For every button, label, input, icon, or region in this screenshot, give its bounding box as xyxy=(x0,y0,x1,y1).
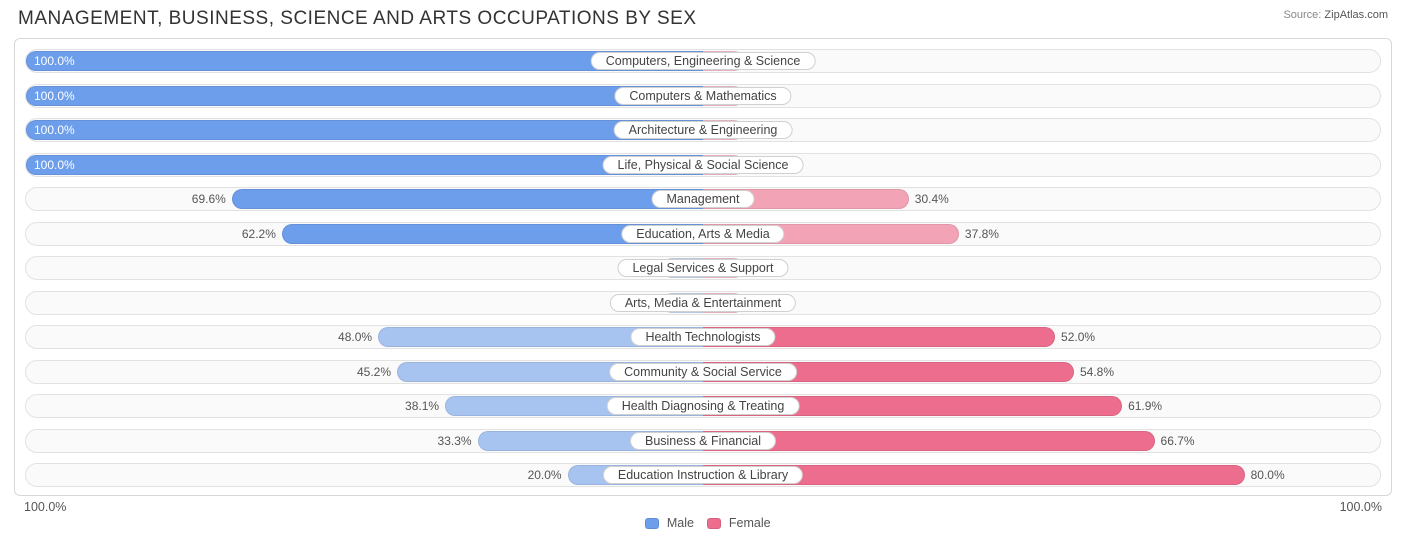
pct-label-male: 62.2% xyxy=(242,227,276,241)
chart-row: 33.3% 66.7% Business & Financial xyxy=(25,429,1381,453)
chart-row: 100.0%0.0%Life, Physical & Social Scienc… xyxy=(25,153,1381,177)
category-pill: Computers, Engineering & Science xyxy=(591,52,816,70)
pct-label-female: 37.8% xyxy=(965,227,999,241)
category-pill: Education, Arts & Media xyxy=(621,225,784,243)
bar-male xyxy=(26,155,703,175)
pct-label-female: 80.0% xyxy=(1251,468,1285,482)
chart-source: Source: ZipAtlas.com xyxy=(1283,8,1388,22)
category-pill: Health Technologists xyxy=(630,328,775,346)
chart-header: MANAGEMENT, BUSINESS, SCIENCE AND ARTS O… xyxy=(0,0,1406,34)
chart-title: MANAGEMENT, BUSINESS, SCIENCE AND ARTS O… xyxy=(18,8,697,30)
chart-axis: 100.0% 100.0% xyxy=(24,500,1382,514)
category-pill: Management xyxy=(652,190,755,208)
bar-male xyxy=(26,120,703,140)
chart-row: 45.2% 54.8% Community & Social Service xyxy=(25,360,1381,384)
pct-label-male: 100.0% xyxy=(34,158,75,172)
chart-row: 0.0%0.0%Legal Services & Support xyxy=(25,256,1381,280)
source-label: Source: xyxy=(1283,9,1321,21)
chart-row: 100.0%0.0%Computers & Mathematics xyxy=(25,84,1381,108)
category-pill: Computers & Mathematics xyxy=(614,87,791,105)
chart-row: 69.6% 30.4% Management xyxy=(25,187,1381,211)
chart-row: 100.0%0.0%Architecture & Engineering xyxy=(25,118,1381,142)
legend-label-female: Female xyxy=(729,516,771,530)
axis-right-label: 100.0% xyxy=(1340,500,1382,514)
pct-label-male: 48.0% xyxy=(338,330,372,344)
chart-row: 0.0%0.0%Arts, Media & Entertainment xyxy=(25,291,1381,315)
chart-row: 20.0% 80.0% Education Instruction & Librar… xyxy=(25,463,1381,487)
chart-plot-area: 100.0%0.0%Computers, Engineering & Scien… xyxy=(14,38,1392,496)
pct-label-male: 69.6% xyxy=(192,192,226,206)
pct-label-female: 61.9% xyxy=(1128,399,1162,413)
category-pill: Arts, Media & Entertainment xyxy=(610,294,796,312)
chart-row: 100.0%0.0%Computers, Engineering & Scien… xyxy=(25,49,1381,73)
category-pill: Health Diagnosing & Treating xyxy=(607,397,800,415)
category-pill: Community & Social Service xyxy=(609,363,797,381)
pct-label-male: 20.0% xyxy=(528,468,562,482)
category-pill: Education Instruction & Library xyxy=(603,466,803,484)
pct-label-male: 38.1% xyxy=(405,399,439,413)
category-pill: Legal Services & Support xyxy=(617,259,788,277)
chart-legend: Male Female xyxy=(0,516,1406,530)
pct-label-female: 66.7% xyxy=(1161,434,1195,448)
pct-label-male: 100.0% xyxy=(34,89,75,103)
category-pill: Architecture & Engineering xyxy=(614,121,793,139)
legend-swatch-male xyxy=(645,518,659,529)
chart-row: 48.0% 52.0% Health Technologists xyxy=(25,325,1381,349)
category-pill: Business & Financial xyxy=(630,432,776,450)
chart-row: 38.1% 61.9% Health Diagnosing & Treating xyxy=(25,394,1381,418)
category-pill: Life, Physical & Social Science xyxy=(603,156,804,174)
pct-label-male: 100.0% xyxy=(34,123,75,137)
pct-label-male: 100.0% xyxy=(34,54,75,68)
legend-swatch-female xyxy=(707,518,721,529)
bar-male xyxy=(26,86,703,106)
bar-male xyxy=(232,189,703,209)
pct-label-male: 33.3% xyxy=(438,434,472,448)
pct-label-female: 54.8% xyxy=(1080,365,1114,379)
axis-left-label: 100.0% xyxy=(24,500,66,514)
source-name: ZipAtlas.com xyxy=(1324,9,1388,21)
pct-label-female: 30.4% xyxy=(915,192,949,206)
pct-label-female: 52.0% xyxy=(1061,330,1095,344)
legend-label-male: Male xyxy=(667,516,694,530)
pct-label-male: 45.2% xyxy=(357,365,391,379)
chart-row: 62.2% 37.8% Education, Arts & Media xyxy=(25,222,1381,246)
